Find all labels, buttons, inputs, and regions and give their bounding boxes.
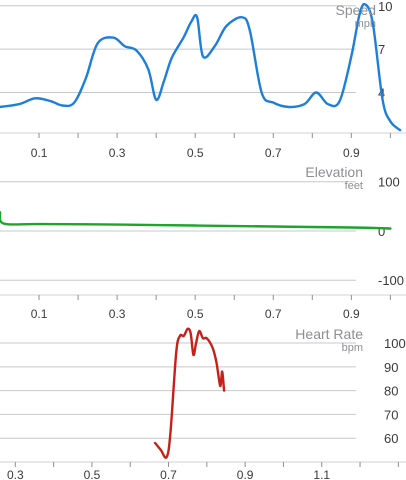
elevation-xtick-label: 0.1 xyxy=(31,307,48,321)
heart-rate-unit: bpm xyxy=(342,342,363,354)
speed-x-axis-band xyxy=(0,133,406,161)
heart-rate-xtick-label: 0.5 xyxy=(84,468,101,480)
elevation-ytick-label: 0 xyxy=(378,224,385,239)
heart-rate-xtick-label: 0.3 xyxy=(7,468,24,480)
speed-xtick-label: 0.5 xyxy=(187,146,204,160)
heart-rate-ytick-label: 60 xyxy=(384,431,398,446)
heart-rate-ytick-label: 100 xyxy=(384,336,406,351)
speed-xtick-label: 0.1 xyxy=(31,146,48,160)
heart-rate-xtick-label: 0.9 xyxy=(237,468,254,480)
elevation-ytick-label: 100 xyxy=(378,175,400,190)
speed-xtick-label: 0.9 xyxy=(343,146,360,160)
elevation-xtick-label: 0.5 xyxy=(187,307,204,321)
speed-series-line xyxy=(0,2,402,132)
speed-ytick-label: 10 xyxy=(378,0,392,14)
speed-unit: mph xyxy=(355,18,376,30)
elevation-ytick-label: -100 xyxy=(378,273,404,288)
heart-rate-xtick-label: 1.1 xyxy=(313,468,330,480)
speed-xtick-label: 0.7 xyxy=(265,146,282,160)
speed-title: Speed xyxy=(336,2,376,18)
elevation-xtick-label: 0.7 xyxy=(265,307,282,321)
heart-rate-ytick-label: 80 xyxy=(384,384,398,399)
elevation-x-axis-band xyxy=(0,295,406,323)
heart-rate-x-axis-band xyxy=(0,462,406,480)
speed-xtick-label: 0.3 xyxy=(109,146,126,160)
heart-rate-xtick-label: 0.7 xyxy=(160,468,177,480)
heart-rate-ytick-label: 70 xyxy=(384,407,398,422)
heart-rate-series-line xyxy=(153,327,226,459)
heart-rate-ytick-label: 90 xyxy=(384,360,398,375)
elevation-series-line xyxy=(0,211,392,230)
elevation-unit: feet xyxy=(345,180,363,192)
elevation-xtick-label: 0.3 xyxy=(109,307,126,321)
speed-ytick-label: 7 xyxy=(378,42,385,57)
heart-rate-title: Heart Rate xyxy=(295,326,363,342)
elevation-title: Elevation xyxy=(305,164,363,180)
elevation-xtick-label: 0.9 xyxy=(343,307,360,321)
